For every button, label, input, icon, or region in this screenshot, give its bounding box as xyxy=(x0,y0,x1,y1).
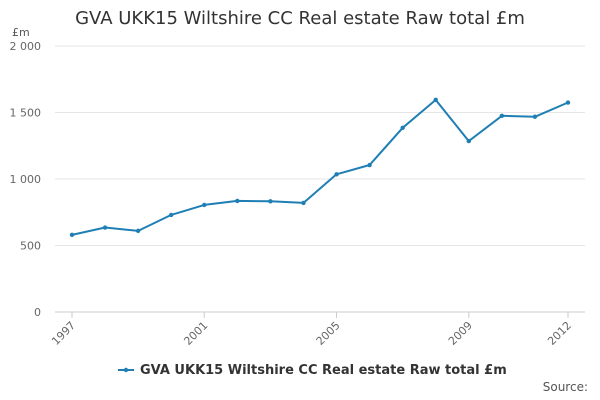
data-point xyxy=(102,225,108,230)
data-point xyxy=(169,212,174,218)
y-tick-label: 1 000 xyxy=(10,173,42,186)
data-point xyxy=(433,97,438,103)
x-tick-label: 2001 xyxy=(181,319,210,348)
source-label: Source: xyxy=(542,380,588,394)
data-point xyxy=(565,100,571,105)
series-line xyxy=(71,98,569,236)
data-point xyxy=(135,228,141,234)
data-point xyxy=(400,125,405,130)
data-point xyxy=(334,172,339,177)
data-point xyxy=(532,114,538,119)
legend-label: GVA UKK15 Wiltshire CC Real estate Raw t… xyxy=(140,363,507,378)
data-point xyxy=(367,162,372,168)
y-tick-label: 500 xyxy=(20,240,41,253)
data-point xyxy=(301,200,306,206)
legend-marker xyxy=(123,367,129,373)
y-tick-label: 1 500 xyxy=(10,107,42,120)
data-point xyxy=(235,198,240,204)
y-tick-label: 2 000 xyxy=(10,40,42,53)
data-point xyxy=(466,138,471,144)
data-point xyxy=(499,113,505,119)
x-tick-label: 2005 xyxy=(314,319,343,348)
y-axis-unit-label: £m xyxy=(12,26,30,39)
data-point xyxy=(69,232,75,238)
data-point xyxy=(268,199,273,204)
y-tick-label: 0 xyxy=(34,306,41,319)
x-tick-label: 2009 xyxy=(446,319,475,348)
x-tick-label: 2012 xyxy=(545,319,574,348)
x-tick-label: 1997 xyxy=(49,319,78,348)
chart-title: GVA UKK15 Wiltshire CC Real estate Raw t… xyxy=(75,8,525,29)
data-point xyxy=(202,202,207,208)
